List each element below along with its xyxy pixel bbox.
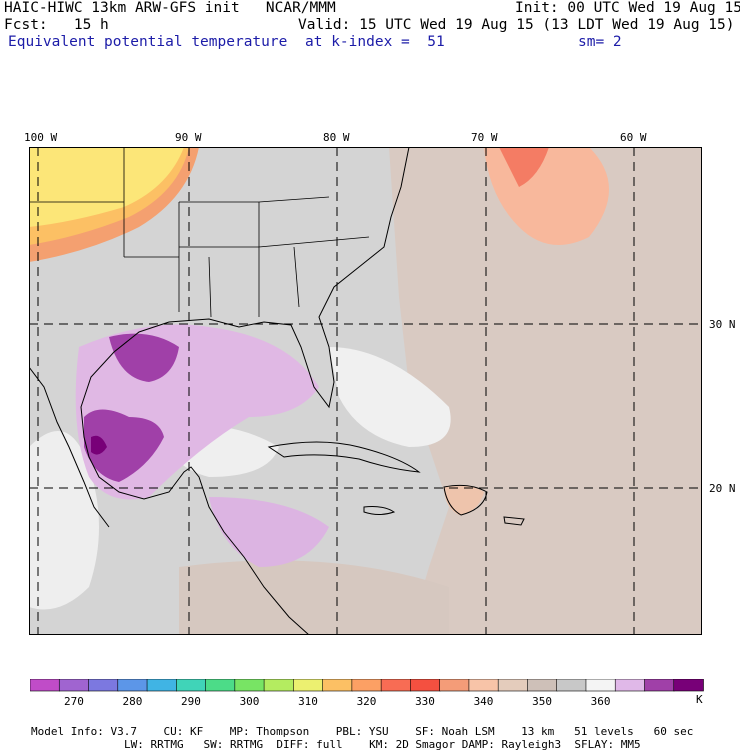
map-frame: [29, 147, 702, 635]
colorbar-cell: [30, 679, 61, 692]
footer-cu: CU: KF: [163, 725, 204, 738]
colorbar-cell: [146, 679, 178, 692]
footer-levels: 51 levels: [574, 725, 634, 738]
footer-mp: MP: Thompson: [229, 725, 310, 738]
hispaniola-outline: [443, 484, 488, 516]
colorbar-tick-label: 310: [298, 695, 318, 708]
ne-warm-core: [499, 147, 549, 187]
colorbar-tick-label: 350: [532, 695, 552, 708]
colorbar-cell: [322, 679, 353, 692]
colorbar-tick-label: 360: [591, 695, 611, 708]
purple-core-north: [109, 333, 179, 382]
footer-line-2: LW: RRTMG SW: RRTMG DIFF: full KM: 2D Sm…: [124, 725, 641, 751]
colorbar-ticks: 270 280 290 300 310 320 330 340 350 360: [64, 695, 611, 708]
colorbar-cell: [176, 679, 207, 692]
colorbar-cell: [351, 679, 382, 692]
smoothing-label: sm= 2: [578, 34, 622, 50]
lavender-area-caribbean: [209, 497, 329, 567]
footer-resolution: 13 km: [521, 725, 555, 738]
theta-e-map: [29, 147, 702, 635]
colorbar-cells: [30, 679, 704, 692]
jamaica-outline: [363, 506, 396, 515]
colorbar-cell: [88, 679, 119, 692]
colorbar-cell: [497, 679, 529, 692]
footer-timestep: 60 sec: [653, 725, 694, 738]
level-label: at k-index = 51: [305, 34, 445, 50]
colorbar-cell: [234, 679, 265, 692]
colorbar: 270 280 290 300 310 320 330 340 350 360: [30, 679, 704, 708]
colorbar-cell: [293, 679, 324, 692]
purple-core-south: [84, 409, 164, 482]
colorbar-cell: [410, 679, 441, 692]
model-title: HAIC-HIWC 13km ARW-GFS init NCAR/MMM: [4, 0, 336, 16]
colorbar-tick-label: 290: [181, 695, 201, 708]
colorbar-tick-label: 270: [64, 695, 84, 708]
colorbar-tick-label: 340: [474, 695, 494, 708]
colorbar-tick-label: 300: [240, 695, 260, 708]
light-area-atlantic: [329, 347, 451, 447]
footer-pbl: PBL: YSU: [335, 725, 389, 738]
footer-line-1: Model Info: V3.7 CU: KF MP: Thompson PBL…: [31, 712, 693, 738]
footer-model-info: Model Info: V3.7: [31, 725, 137, 738]
colorbar-cell: [614, 679, 646, 692]
colorbar-cell: [263, 679, 295, 692]
pacific-coastline: [29, 366, 110, 528]
colorbar-cell: [205, 679, 236, 692]
forecast-hour: Fcst: 15 h: [4, 17, 109, 33]
puerto-rico-outline: [503, 516, 525, 526]
colorbar-tick-label: 320: [357, 695, 377, 708]
colorbar-cell: [58, 679, 90, 692]
cuba-outline: [267, 441, 421, 473]
lon-label-90w: 90 W: [175, 131, 202, 144]
colorbar-tick-label: 280: [122, 695, 142, 708]
colorbar-cell: [585, 679, 617, 692]
valid-time: Valid: 15 UTC Wed 19 Aug 15 (13 LDT Wed …: [298, 17, 735, 33]
colorbar-tick-label: 330: [415, 695, 435, 708]
dark-purple-core: [91, 435, 107, 455]
lon-label-70w: 70 W: [471, 131, 498, 144]
colorbar-cell: [468, 679, 499, 692]
field-name: Equivalent potential temperature: [8, 34, 288, 50]
colorbar-unit: K: [696, 693, 703, 706]
hispaniola-warm-spot: [444, 485, 484, 515]
interior-borders: [29, 147, 370, 318]
lon-label-60w: 60 W: [620, 131, 647, 144]
colorbar-cell: [380, 679, 412, 692]
lon-label-100w: 100 W: [24, 131, 58, 144]
colorbar-cell: [673, 679, 704, 692]
warm-band-inner: [29, 147, 184, 227]
colorbar-cell: [644, 679, 675, 692]
caribbean-warm-band: [179, 560, 449, 635]
colorbar-cell: [556, 679, 587, 692]
us-mexico-coastline: [80, 147, 410, 635]
coastlines: [29, 147, 525, 635]
init-time: Init: 00 UTC Wed 19 Aug 15: [515, 0, 740, 16]
lon-label-80w: 80 W: [323, 131, 350, 144]
graticule: [29, 147, 702, 635]
lat-label-30n: 30 N: [709, 318, 736, 331]
footer-sf: SF: Noah LSM: [415, 725, 495, 738]
colorbar-cell: [439, 679, 470, 692]
colorbar-cell: [117, 679, 148, 692]
lat-label-20n: 20 N: [709, 482, 736, 495]
colorbar-cell: [527, 679, 558, 692]
state-borders: [29, 147, 370, 318]
